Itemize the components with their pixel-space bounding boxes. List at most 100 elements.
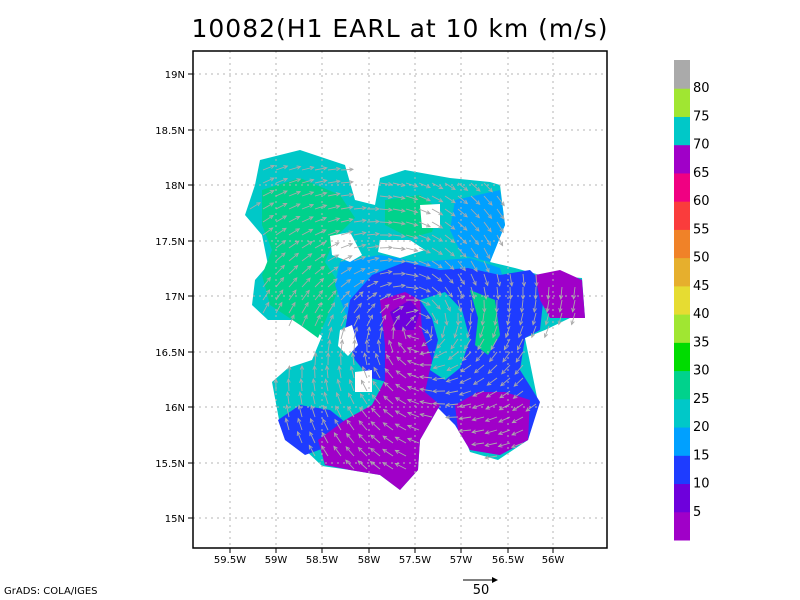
- colorbar-swatch: [674, 342, 690, 372]
- wind-vector: [483, 234, 491, 246]
- wind-vector: [301, 314, 308, 327]
- wind-vector-head: [498, 418, 504, 423]
- wind-vector-head: [438, 211, 444, 216]
- wind-vector: [379, 315, 387, 327]
- wind-vector-head: [426, 223, 432, 228]
- lat-tick-label: 19N: [165, 70, 185, 81]
- wind-vector-head: [348, 217, 354, 223]
- wind-vector: [275, 277, 284, 288]
- wind-vector-head: [322, 404, 327, 410]
- wind-vector: [500, 377, 511, 387]
- wind-vector: [392, 195, 405, 199]
- wind-vector-head: [346, 419, 351, 425]
- wind-vector-head: [322, 179, 328, 184]
- wind-vector-head: [394, 423, 400, 428]
- wind-vector: [379, 182, 392, 186]
- wind-vector: [511, 429, 524, 436]
- wind-vector: [379, 195, 392, 198]
- wind-vector-head: [338, 351, 343, 357]
- wind-vector: [340, 267, 352, 275]
- wind-vector-head: [354, 326, 359, 332]
- lat-tick-label: 17N: [165, 292, 185, 303]
- wind-vector: [398, 342, 407, 353]
- wind-vector-head: [324, 378, 329, 384]
- wind-vector-head: [375, 219, 381, 224]
- wind-vector: [521, 299, 524, 312]
- map-grid: [188, 51, 607, 553]
- wind-vector: [405, 286, 418, 289]
- wind-vector-head: [445, 402, 450, 408]
- wind-vector-head: [447, 355, 453, 361]
- wind-vector-head: [371, 394, 377, 399]
- wind-vector-head: [321, 229, 327, 234]
- wind-vector: [288, 289, 297, 301]
- wind-vector-head: [445, 378, 451, 383]
- data-gap: [330, 232, 362, 262]
- wind-vector: [314, 266, 325, 275]
- wind-vector-head: [401, 246, 406, 251]
- wind-vector-head: [453, 333, 458, 339]
- wind-vector: [301, 290, 310, 301]
- wind-vector-head: [296, 430, 301, 436]
- wind-vector-head: [459, 293, 464, 299]
- wind-vector-head: [369, 461, 375, 466]
- wind-vector-head: [462, 253, 467, 258]
- wind-vector-head: [406, 347, 412, 352]
- wind-vector: [395, 410, 407, 418]
- wind-vector-head: [266, 276, 272, 282]
- wind-vector: [345, 446, 355, 457]
- wind-vector-head: [468, 321, 473, 326]
- wind-vector: [388, 340, 394, 353]
- wind-vector: [444, 221, 455, 230]
- wind-vector: [433, 377, 446, 380]
- wind-vector-head: [325, 365, 330, 370]
- wind-vector-head: [374, 244, 380, 249]
- colorbar-swatch: [674, 88, 690, 117]
- wind-vector: [366, 220, 380, 223]
- wind-vector: [418, 312, 431, 319]
- wind-vector-head: [400, 195, 406, 200]
- wind-vector: [275, 165, 288, 171]
- wind-vector-head: [328, 326, 333, 332]
- wind-vector-head: [297, 404, 302, 410]
- wind-vector-head: [425, 314, 431, 319]
- wind-vector: [262, 165, 275, 171]
- wind-vector-head: [357, 302, 362, 308]
- wind-vector: [301, 228, 313, 236]
- wind-vector-head: [346, 278, 352, 284]
- wind-vector-head: [348, 205, 354, 210]
- wind-vector-head: [362, 206, 367, 211]
- wind-vector: [496, 286, 499, 299]
- wind-vector: [340, 302, 349, 314]
- wind-vector-head: [492, 333, 497, 339]
- wind-vector-head: [499, 241, 504, 247]
- wind-vector-head: [518, 320, 524, 326]
- wind-vector-head: [394, 397, 400, 402]
- wind-vector-head: [503, 345, 508, 351]
- wind-vector: [353, 303, 362, 314]
- wind-vector-head: [438, 250, 444, 255]
- wind-vector-head: [374, 256, 380, 261]
- colorbar-label: 45: [693, 279, 710, 294]
- wind-vector-head: [279, 289, 284, 295]
- wind-vector-head: [361, 218, 367, 223]
- wind-vector: [353, 268, 365, 275]
- wind-vector-head: [388, 245, 394, 250]
- wind-vector: [366, 315, 373, 327]
- wind-vector: [327, 168, 340, 171]
- wind-vector-head: [530, 333, 536, 339]
- wind-vector-head: [359, 406, 364, 412]
- wind-vector-head: [349, 167, 355, 172]
- wind-vector-head: [440, 333, 446, 339]
- wind-vector: [481, 312, 485, 325]
- wind-vector-head: [336, 378, 341, 384]
- wind-vector: [323, 405, 329, 418]
- wind-vector-head: [294, 252, 300, 258]
- wind-vector-head: [479, 333, 484, 339]
- wind-vector: [433, 364, 446, 369]
- wind-vector-head: [406, 372, 412, 377]
- wind-vector: [418, 325, 429, 334]
- wind-vector-head: [483, 294, 488, 300]
- wind-vector: [496, 234, 504, 246]
- wind-vector: [405, 208, 418, 213]
